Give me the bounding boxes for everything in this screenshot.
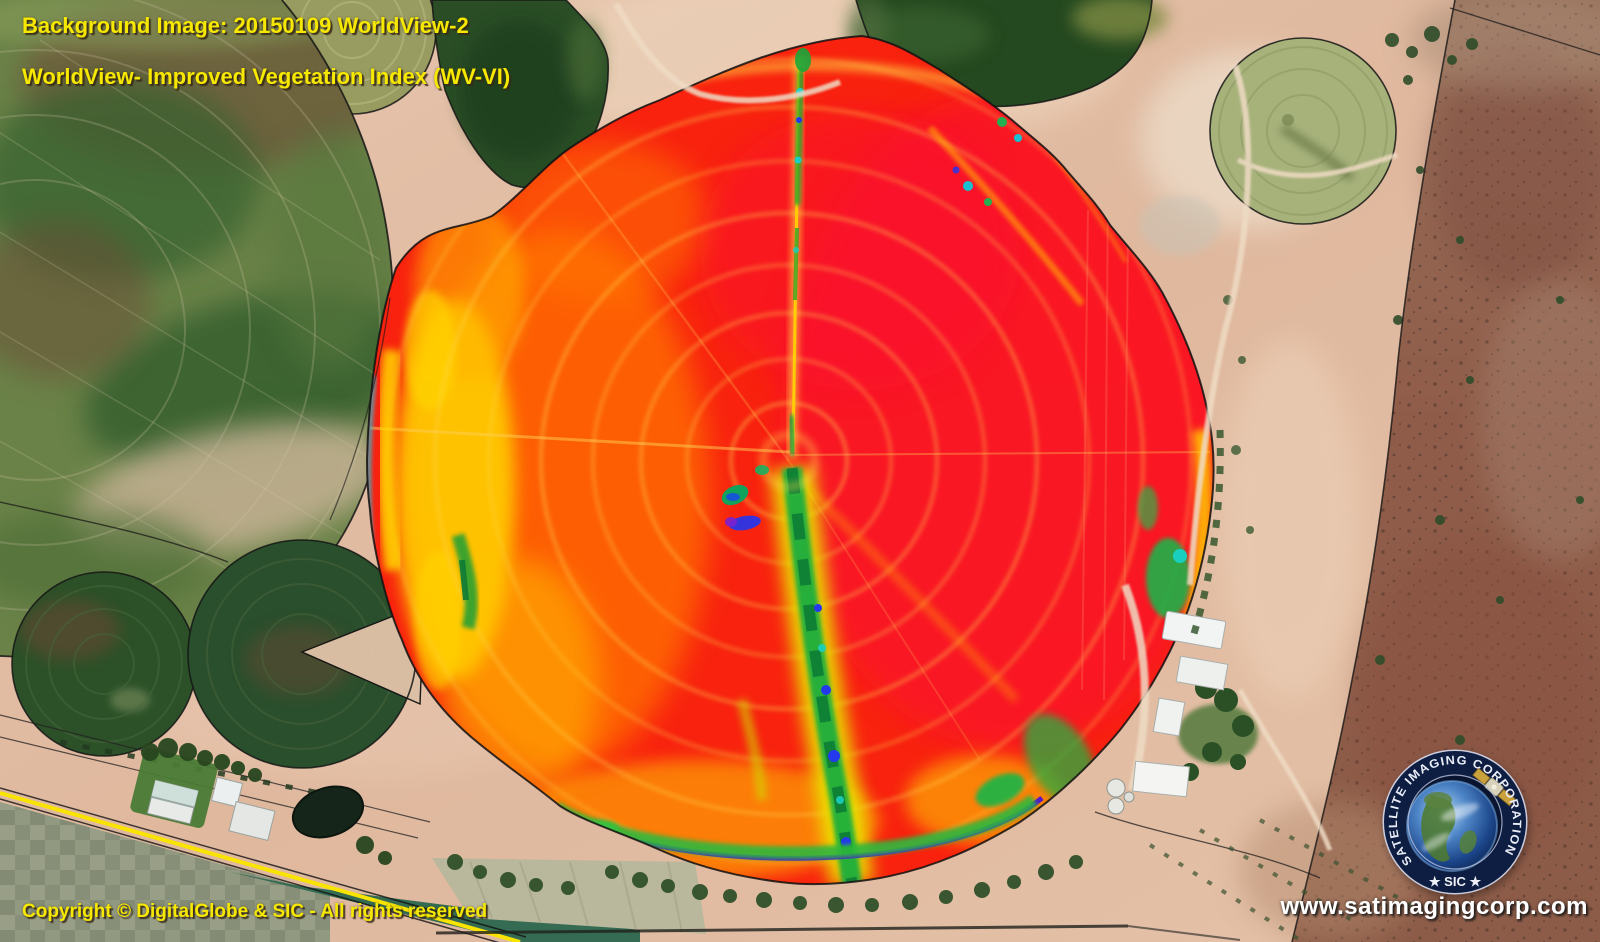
- small-circle-west: [11, 571, 197, 757]
- farm-pond: [291, 785, 365, 839]
- farmstead-right: [1106, 429, 1258, 815]
- mottled-field-northwest: [0, 0, 395, 659]
- barn-3: [1132, 760, 1190, 798]
- background-image-label: Background Image: 20150109 WorldView-2: [22, 13, 469, 38]
- barn-2: [1175, 655, 1229, 691]
- shrub-rows: [447, 818, 1421, 942]
- grain-silos: [1106, 778, 1135, 815]
- notched-circle-south: [187, 539, 425, 769]
- satellite-icon: [1472, 767, 1516, 807]
- shed: [210, 776, 244, 808]
- wedge-field: [431, 0, 610, 189]
- earth-globe-icon: [1406, 780, 1498, 872]
- crop-circles-southwest: [11, 539, 425, 769]
- website-url-label: www.satimagingcorp.com: [1280, 893, 1588, 920]
- tree-cluster: [141, 738, 392, 865]
- teal-field: [230, 872, 640, 942]
- shed-2: [228, 801, 276, 841]
- logo-sic-label: ★ SIC ★: [1429, 874, 1482, 889]
- farm-house: [146, 779, 199, 825]
- farmstead-left: [59, 738, 392, 865]
- shed: [1152, 697, 1186, 737]
- sic-logo: SATELLITE IMAGING CORPORATION ★ SIC ★: [1382, 749, 1530, 899]
- copyright-label: Copyright © DigitalGlobe & SIC - All rig…: [22, 901, 488, 922]
- yellow-road-line: [0, 791, 521, 942]
- vegetation-index-label: WorldView- Improved Vegetation Index (WV…: [22, 64, 511, 89]
- sage-circle-topright: [1209, 37, 1397, 225]
